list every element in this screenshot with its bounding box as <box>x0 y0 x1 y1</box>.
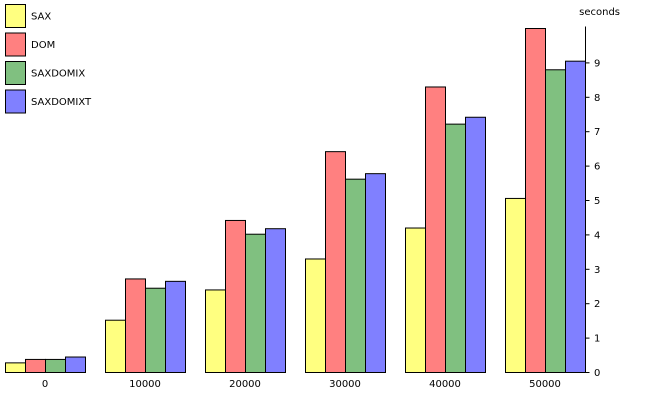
y-tick-label: 3 <box>594 265 600 276</box>
y-tick-label: 9 <box>594 58 600 69</box>
bar-sax-0 <box>5 362 26 374</box>
bar-saxdomixt-10000 <box>165 280 186 373</box>
bar-sax-20000 <box>205 289 226 373</box>
bar-sax-10000 <box>105 319 126 374</box>
legend-swatch-dom <box>5 32 26 57</box>
y-tick-label: 8 <box>594 93 600 104</box>
x-tick-label: 50000 <box>529 379 561 390</box>
bar-saxdomixt-30000 <box>365 173 386 373</box>
bar-saxdomix-30000 <box>345 178 366 373</box>
bar-dom-50000 <box>525 28 546 373</box>
bar-saxdomixt-40000 <box>465 116 486 373</box>
y-tick-label: 0 <box>594 368 600 379</box>
bar-saxdomix-20000 <box>245 233 266 373</box>
y-axis-label: seconds <box>579 7 620 18</box>
bar-dom-0 <box>25 358 46 374</box>
bar-saxdomix-40000 <box>445 123 466 373</box>
bar-dom-10000 <box>125 278 146 374</box>
bar-dom-20000 <box>225 219 246 373</box>
y-axis: 0 1 2 3 4 5 6 7 8 9 <box>585 26 600 379</box>
y-tick-label: 1 <box>594 334 600 345</box>
y-tick-label: 6 <box>594 162 600 173</box>
bar-saxdomix-50000 <box>545 69 566 373</box>
x-axis-labels: 0 10000 20000 30000 40000 50000 <box>42 379 561 390</box>
bar-saxdomix-0 <box>45 358 66 374</box>
bar-saxdomix-10000 <box>145 287 166 373</box>
bar-saxdomixt-0 <box>65 356 86 373</box>
bar-sax-40000 <box>405 227 426 373</box>
bar-saxdomixt-20000 <box>265 228 286 373</box>
bar-sax-30000 <box>305 258 326 374</box>
legend-label-sax: SAX <box>31 12 51 23</box>
x-tick-label: 10000 <box>129 379 161 390</box>
legend-swatch-saxdomixt <box>5 89 26 114</box>
y-tick-label: 7 <box>594 127 600 138</box>
legend-label-dom: DOM <box>31 40 55 51</box>
y-tick-label: 4 <box>594 230 600 241</box>
x-tick-label: 30000 <box>329 379 361 390</box>
y-tick-label: 5 <box>594 196 600 207</box>
x-tick-label: 20000 <box>229 379 261 390</box>
legend-label-saxdomixt: SAXDOMIXT <box>31 97 92 108</box>
bar-dom-40000 <box>425 86 446 373</box>
bars <box>5 28 586 374</box>
legend: SAX DOM SAXDOMIX SAXDOMIXT <box>5 4 92 114</box>
legend-swatch-saxdomix <box>5 61 26 85</box>
y-tick-label: 2 <box>594 299 600 310</box>
bar-dom-30000 <box>325 151 346 373</box>
legend-label-saxdomix: SAXDOMIX <box>31 69 85 80</box>
legend-swatch-sax <box>5 4 26 28</box>
x-tick-label: 40000 <box>429 379 461 390</box>
bar-sax-50000 <box>505 197 526 373</box>
x-tick-label: 0 <box>42 379 48 390</box>
bar-saxdomixt-50000 <box>565 60 586 374</box>
